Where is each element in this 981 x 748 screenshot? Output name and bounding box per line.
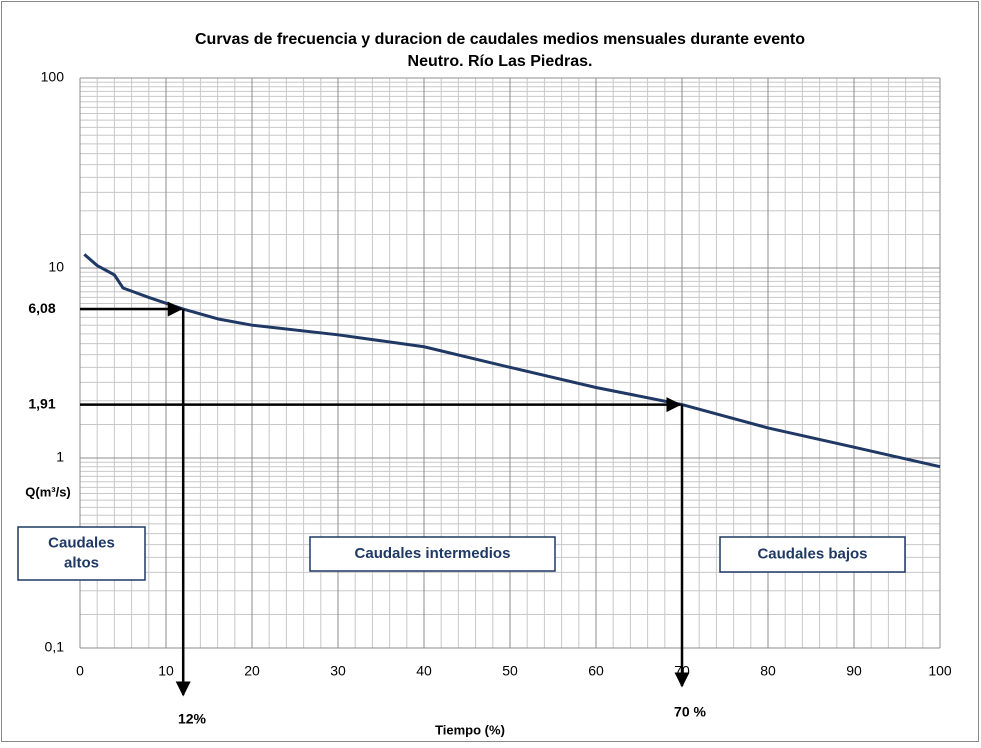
marker-x-label: 12% <box>178 711 207 727</box>
x-tick-label: 20 <box>244 663 260 679</box>
x-tick-label: 30 <box>330 663 346 679</box>
region-label: altos <box>64 554 99 571</box>
x-tick-label: 10 <box>158 663 174 679</box>
x-tick-label: 40 <box>416 663 432 679</box>
x-tick-label: 90 <box>846 663 862 679</box>
region-box <box>309 536 556 572</box>
x-tick-label: 60 <box>588 663 604 679</box>
x-tick-label: 0 <box>76 663 84 679</box>
region-label: Caudales bajos <box>757 545 867 562</box>
marker-x-label: 70 % <box>674 704 706 720</box>
region-label: Caudales <box>48 534 115 551</box>
marker-y-label: 6,08 <box>28 300 55 316</box>
x-tick-label: 80 <box>760 663 776 679</box>
chart-title: Curvas de frecuencia y duracion de cauda… <box>195 31 805 48</box>
data-line <box>83 253 941 469</box>
y-tick-label: 100 <box>41 69 65 85</box>
y-tick-label: 10 <box>48 259 64 275</box>
x-tick-label: 50 <box>502 663 518 679</box>
region-box <box>17 526 146 581</box>
region-box <box>719 536 906 573</box>
y-tick-label: 1 <box>56 449 64 465</box>
y-tick-label: 0,1 <box>45 639 65 655</box>
y-axis-label: Q(m³/s) <box>25 484 71 499</box>
region-label: Caudales intermedios <box>355 545 511 562</box>
chart-title: Neutro. Río Las Piedras. <box>408 53 593 70</box>
marker-y-label: 1,91 <box>28 395 55 411</box>
x-axis-label: Tiempo (%) <box>435 722 505 737</box>
x-tick-label: 100 <box>928 663 952 679</box>
